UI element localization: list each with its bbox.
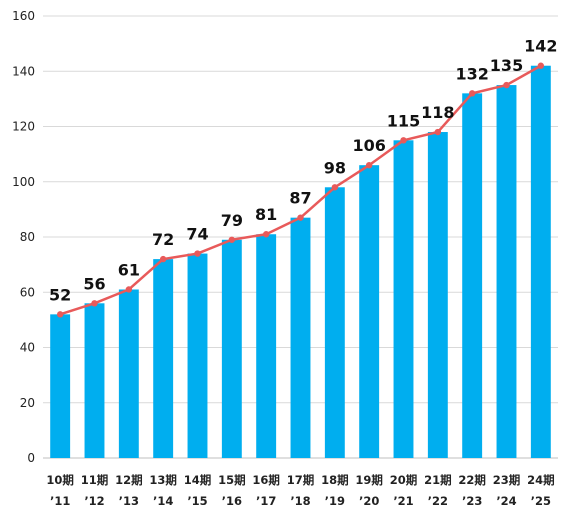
y-tick-label: 160 [12, 9, 35, 23]
x-tick-period: 11期 [81, 473, 109, 487]
data-label: 56 [83, 274, 105, 293]
x-tick-year: ’15 [187, 494, 207, 508]
x-tick-year: ’12 [84, 494, 104, 508]
data-label: 81 [255, 205, 277, 224]
y-tick-label: 20 [20, 396, 35, 410]
x-tick-year: ’14 [153, 494, 173, 508]
x-tick-period: 19期 [355, 473, 383, 487]
line-point [468, 90, 476, 97]
bar [324, 187, 345, 458]
data-label: 61 [118, 260, 140, 279]
bar [496, 85, 517, 458]
x-tick-year: ’11 [50, 494, 70, 508]
data-label: 72 [152, 230, 174, 249]
x-tick-year: ’21 [393, 494, 413, 508]
x-tick-year: ’17 [256, 494, 276, 508]
y-tick-label: 0 [27, 451, 35, 465]
bar [256, 234, 277, 458]
x-tick-year: ’16 [222, 494, 242, 508]
x-tick-period: 18期 [321, 473, 349, 487]
line-point [434, 128, 442, 136]
y-tick-label: 60 [20, 285, 35, 299]
data-label: 142 [524, 37, 557, 56]
data-label: 87 [289, 189, 311, 208]
line-point [125, 286, 133, 293]
line-point [228, 236, 236, 243]
bar [290, 217, 311, 458]
bar [153, 259, 174, 458]
line-point [365, 161, 373, 169]
x-tick-year: ’24 [496, 494, 516, 508]
data-label: 52 [49, 285, 71, 304]
x-tick-year: ’23 [462, 494, 482, 508]
y-tick-label: 100 [12, 175, 35, 189]
x-tick-year: ’22 [428, 494, 448, 508]
data-label: 135 [490, 56, 523, 75]
bars [50, 65, 551, 459]
x-tick-year: ’18 [290, 494, 310, 508]
x-tick-year: ’20 [359, 494, 379, 508]
line-point [159, 255, 167, 263]
x-tick-period: 21期 [424, 473, 452, 487]
bar [427, 132, 448, 458]
line-point [503, 81, 510, 89]
bar [50, 314, 71, 458]
x-axis: 10期 ’11 11期 ’12 12期 ’13 13期 ’14 14期 ’15 15期 ’16 16期 ’… [46, 473, 554, 508]
x-tick-period: 24期 [527, 473, 555, 487]
x-tick-period: 15期 [218, 473, 246, 487]
bar [221, 239, 242, 458]
line-point [56, 311, 64, 318]
y-tick-label: 120 [12, 120, 35, 134]
trend-line [56, 62, 545, 318]
data-label: 118 [421, 103, 454, 122]
data-label: 106 [352, 136, 385, 155]
data-label: 79 [221, 211, 243, 230]
data-label: 132 [455, 64, 488, 83]
y-tick-label: 140 [12, 64, 35, 78]
x-tick-period: 12期 [115, 473, 143, 487]
bar [118, 289, 139, 458]
x-tick-period: 17期 [287, 473, 315, 487]
y-tick-label: 80 [20, 230, 35, 244]
bar [359, 165, 380, 459]
x-tick-period: 22期 [458, 473, 486, 487]
x-tick-period: 23期 [493, 473, 521, 487]
x-tick-period: 16期 [252, 473, 280, 487]
bar [393, 140, 414, 458]
line-point [331, 184, 339, 191]
x-tick-period: 10期 [46, 473, 74, 487]
x-tick-year: ’25 [531, 494, 551, 508]
data-label: 74 [186, 225, 208, 244]
x-tick-period: 14期 [184, 473, 212, 487]
x-tick-period: 13期 [149, 473, 177, 487]
bar [462, 93, 483, 458]
data-label: 98 [324, 158, 346, 177]
line-point [262, 231, 270, 238]
line-point [537, 62, 545, 69]
bar [530, 65, 551, 458]
line-point [194, 250, 201, 257]
x-tick-year: ’19 [325, 494, 345, 508]
y-axis: 0 20 40 60 80 100 120 140 160 [12, 9, 35, 465]
y-tick-label: 40 [20, 341, 35, 355]
line-point [91, 300, 98, 307]
bar [187, 253, 208, 458]
x-tick-period: 20期 [390, 473, 418, 487]
bar [84, 303, 105, 458]
data-label: 115 [387, 111, 420, 130]
x-tick-year: ’13 [119, 494, 139, 508]
line-point [400, 137, 407, 144]
line-point [297, 214, 304, 221]
